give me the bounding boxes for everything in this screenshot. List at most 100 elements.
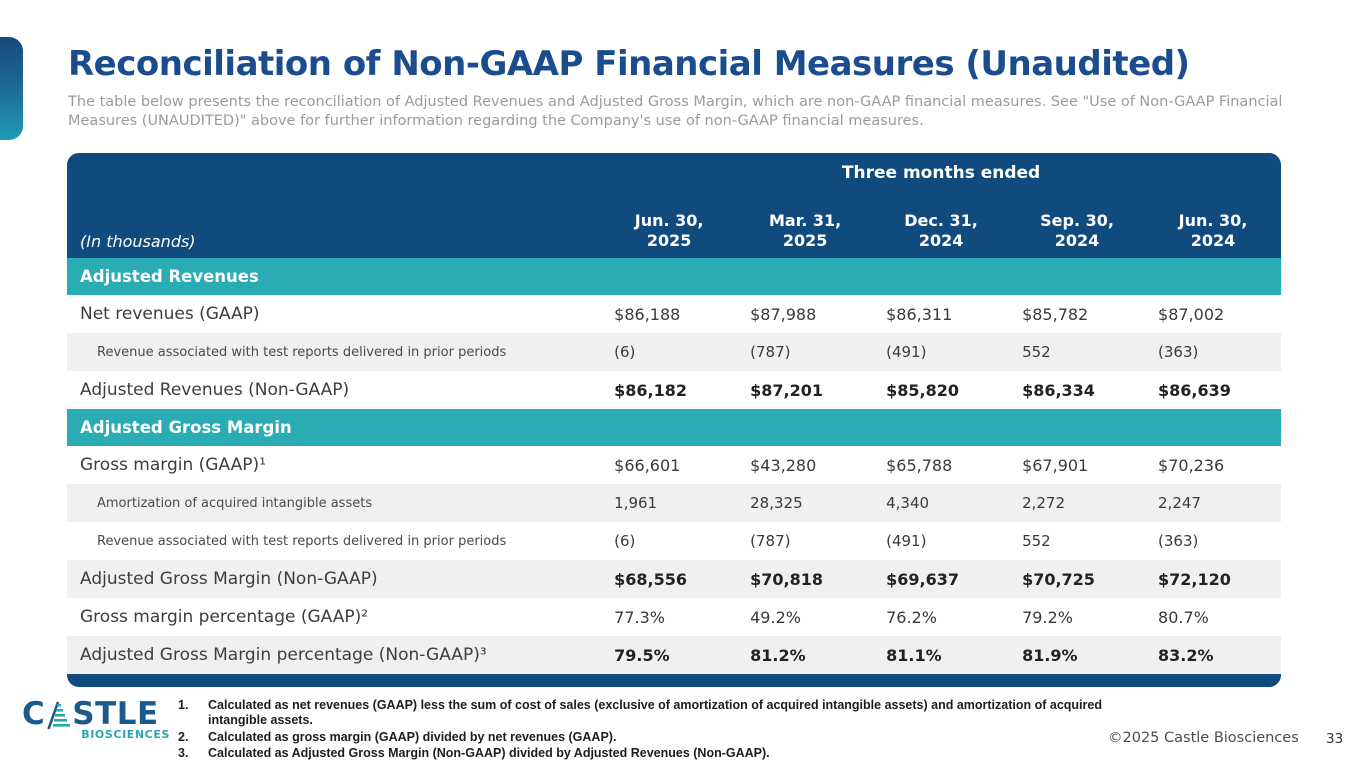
section-header: Adjusted Gross Margin bbox=[67, 409, 1281, 446]
row-value-0: $86,182 bbox=[614, 380, 688, 400]
reconciliation-table: Three months ended (In thousands) Jun. 3… bbox=[67, 153, 1281, 687]
row-value-3: 2,272 bbox=[1022, 494, 1066, 512]
row-label: Adjusted Gross Margin percentage (Non-GA… bbox=[80, 645, 487, 665]
row-value-2: (491) bbox=[886, 343, 927, 361]
column-header-line1: Jun. 30, bbox=[1178, 211, 1248, 230]
table-row: Amortization of acquired intangible asse… bbox=[67, 484, 1281, 522]
row-value-0: 1,961 bbox=[614, 494, 658, 512]
table-footer-bar bbox=[67, 674, 1281, 687]
row-label: Revenue associated with test reports del… bbox=[97, 344, 507, 360]
row-value-3: 79.2% bbox=[1022, 607, 1073, 627]
page-title: Reconciliation of Non-GAAP Financial Mea… bbox=[68, 44, 1190, 84]
column-header-line2: 2025 bbox=[646, 231, 692, 250]
row-value-2: $65,788 bbox=[886, 455, 953, 475]
row-value-3: 552 bbox=[1022, 343, 1051, 361]
row-value-3: 81.9% bbox=[1022, 645, 1078, 665]
row-value-4: $70,236 bbox=[1158, 455, 1225, 475]
row-label: Gross margin (GAAP)¹ bbox=[80, 455, 266, 475]
table-row: Gross margin (GAAP)¹ $66,601 $43,280 $65,78… bbox=[67, 446, 1281, 484]
row-value-0: $66,601 bbox=[614, 455, 681, 475]
logo-letter-c: C bbox=[22, 696, 46, 732]
table-row: Adjusted Gross Margin percentage (Non-GA… bbox=[67, 636, 1281, 674]
column-header-4: Jun. 30, 2024 bbox=[1145, 211, 1281, 251]
spanner-label: Three months ended bbox=[841, 163, 1041, 183]
row-value-4: 2,247 bbox=[1158, 494, 1201, 512]
column-header-line2: 2024 bbox=[1190, 231, 1236, 250]
row-value-0: (6) bbox=[614, 343, 636, 361]
logo-subtext: BIOSCIENCES bbox=[81, 728, 170, 741]
footnote-number: 1. bbox=[178, 698, 189, 712]
table-row: Revenue associated with test reports del… bbox=[67, 522, 1281, 560]
row-label: Gross margin percentage (GAAP)² bbox=[80, 607, 369, 627]
row-value-2: $85,820 bbox=[886, 380, 959, 400]
row-value-3: 552 bbox=[1022, 532, 1051, 550]
row-label: Net revenues (GAAP) bbox=[80, 304, 260, 324]
row-value-0: 79.5% bbox=[614, 645, 670, 665]
row-value-1: (787) bbox=[750, 343, 791, 361]
column-header-3: Sep. 30, 2024 bbox=[1009, 211, 1145, 251]
row-value-0: (6) bbox=[614, 532, 636, 550]
row-value-4: (363) bbox=[1158, 532, 1199, 550]
column-header-line2: 2025 bbox=[782, 231, 828, 250]
row-value-4: 83.2% bbox=[1158, 645, 1214, 665]
column-header-line2: 2024 bbox=[1054, 231, 1100, 250]
page-subtitle: The table below presents the reconciliat… bbox=[68, 94, 1283, 129]
row-value-2: 4,340 bbox=[886, 494, 930, 512]
column-header-line1: Mar. 31, bbox=[768, 211, 842, 230]
left-accent-bar bbox=[0, 37, 23, 140]
row-value-4: 80.7% bbox=[1158, 607, 1209, 627]
row-value-1: $43,280 bbox=[750, 455, 817, 475]
footnote-number: 3. bbox=[178, 745, 189, 760]
logo-stylized-a-icon bbox=[47, 701, 71, 730]
row-label: Adjusted Revenues (Non-GAAP) bbox=[80, 380, 350, 400]
in-thousands-note: (In thousands) bbox=[80, 232, 196, 251]
row-value-4: $86,639 bbox=[1158, 380, 1231, 400]
row-value-1: 81.2% bbox=[750, 645, 806, 665]
logo-wordmark: C STLE bbox=[22, 699, 170, 730]
row-label: Adjusted Gross Margin (Non-GAAP) bbox=[80, 569, 378, 589]
row-value-1: $87,201 bbox=[750, 380, 823, 400]
column-header-0: Jun. 30, 2025 bbox=[601, 211, 737, 251]
column-headers: (In thousands) Jun. 30, 2025 Mar. 31, 2025 D… bbox=[67, 193, 1281, 258]
row-value-0: $86,188 bbox=[614, 304, 681, 324]
row-value-3: $67,901 bbox=[1022, 455, 1089, 475]
table-row: Net revenues (GAAP) $86,188 $87,988 $86,311… bbox=[67, 295, 1281, 333]
row-value-1: (787) bbox=[750, 532, 791, 550]
row-value-2: $86,311 bbox=[886, 304, 953, 324]
table-row: Revenue associated with test reports del… bbox=[67, 333, 1281, 371]
row-label: Revenue associated with test reports del… bbox=[97, 533, 507, 549]
row-label: Amortization of acquired intangible asse… bbox=[97, 495, 373, 511]
column-header-line1: Sep. 30, bbox=[1040, 211, 1114, 230]
row-value-1: 28,325 bbox=[750, 494, 803, 512]
table-row: Adjusted Revenues (Non-GAAP) $86,182 $87,2… bbox=[67, 371, 1281, 409]
column-header-line1: Dec. 31, bbox=[904, 211, 978, 230]
footnote: 1. Calculated as net revenues (GAAP) less… bbox=[178, 698, 1113, 729]
section-header: Adjusted Revenues bbox=[67, 258, 1281, 295]
table-row: Gross margin percentage (GAAP)² 77.3% 49.2… bbox=[67, 598, 1281, 636]
row-value-0: 77.3% bbox=[614, 607, 665, 627]
footnote: 3. Calculated as Adjusted Gross Margin (N… bbox=[178, 746, 1113, 761]
row-value-4: $87,002 bbox=[1158, 304, 1225, 324]
row-value-1: 49.2% bbox=[750, 607, 801, 627]
footnotes-list: 1. Calculated as net revenues (GAAP) less… bbox=[178, 698, 1113, 762]
logo-letters-stle: STLE bbox=[72, 696, 159, 732]
footnote-text: Calculated as gross margin (GAAP) divide… bbox=[208, 729, 617, 744]
footnote-number: 2. bbox=[178, 729, 189, 744]
footnote-text: Calculated as Adjusted Gross Margin (Non… bbox=[208, 745, 770, 760]
row-value-3: $70,725 bbox=[1022, 569, 1095, 589]
copyright-text: ©2025 Castle Biosciences bbox=[1108, 730, 1299, 746]
row-value-4: (363) bbox=[1158, 343, 1199, 361]
table-header: Three months ended (In thousands) Jun. 3… bbox=[67, 153, 1281, 258]
row-value-1: $87,988 bbox=[750, 304, 817, 324]
row-value-3: $86,334 bbox=[1022, 380, 1095, 400]
page-number: 33 bbox=[1326, 731, 1344, 747]
table-row: Adjusted Gross Margin (Non-GAAP) $68,556 $… bbox=[67, 560, 1281, 598]
castle-biosciences-logo: C STLE BIOSCIENCES bbox=[22, 699, 170, 742]
table-body: Adjusted Revenues Net revenues (GAAP) $86,… bbox=[67, 258, 1281, 674]
row-value-2: 76.2% bbox=[886, 607, 937, 627]
footnote: 2. Calculated as gross margin (GAAP) divi… bbox=[178, 730, 1113, 745]
column-header-line1: Jun. 30, bbox=[634, 211, 704, 230]
row-value-2: (491) bbox=[886, 532, 927, 550]
column-header-2: Dec. 31, 2024 bbox=[873, 211, 1009, 251]
